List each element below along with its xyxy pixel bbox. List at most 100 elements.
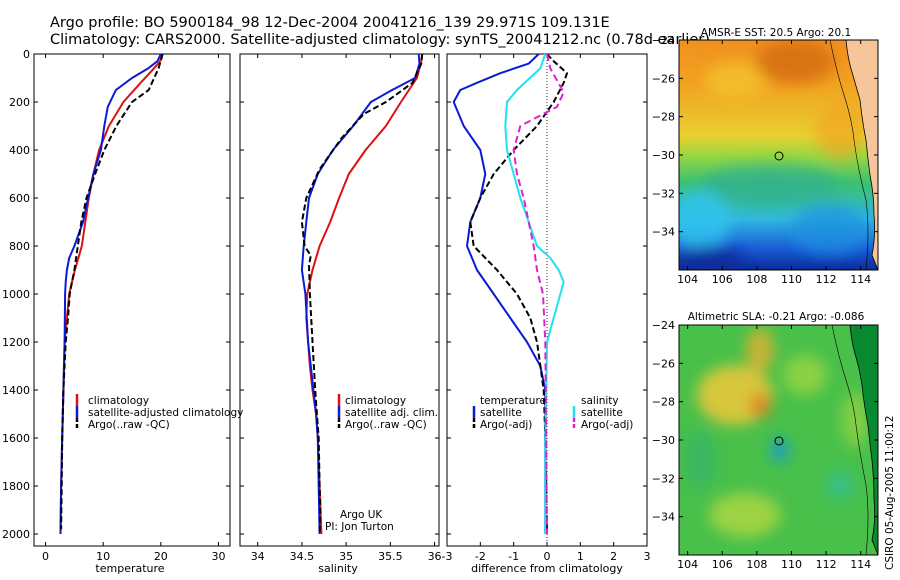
map-y-tick-label: −30 bbox=[652, 149, 675, 162]
x-tick-label: 36 bbox=[428, 550, 442, 563]
x-tick-label: 1 bbox=[577, 550, 584, 563]
y-tick-label: 0 bbox=[23, 48, 30, 61]
legend-label-satellite: satellite adj. clim. bbox=[345, 407, 438, 419]
legend-label-temp-satellite: satellite bbox=[480, 407, 522, 419]
sst-cool-patch bbox=[790, 205, 870, 255]
x-tick-label: 10 bbox=[96, 550, 110, 563]
x-tick-label: 34 bbox=[251, 550, 265, 563]
legend-label-satellite: satellite-adjusted climatology bbox=[88, 407, 243, 419]
map-y-tick-label: −28 bbox=[652, 396, 675, 409]
map-y-tick-label: −32 bbox=[652, 187, 675, 200]
series-line-argo-raw-qc bbox=[300, 53, 424, 532]
x-tick-label: 35.5 bbox=[378, 550, 403, 563]
temperature-panel-frame bbox=[33, 53, 231, 547]
map-x-tick-label: 104 bbox=[677, 273, 698, 286]
temperature-axis-label: temperature bbox=[95, 562, 164, 575]
map-x-tick-label: 112 bbox=[816, 273, 837, 286]
y-tick-label: 400 bbox=[9, 144, 30, 157]
y-tick-label: 200 bbox=[9, 96, 30, 109]
sst-argo-marker bbox=[774, 151, 784, 161]
sst-coastline bbox=[845, 40, 878, 270]
legend-label-sal-satellite: satellite bbox=[581, 407, 623, 419]
sst-map-axes: 104 106 108 110 112 114 −24 −26 −28 −30 −32 −34 bbox=[652, 34, 878, 286]
legend-label-sal-argo: Argo(-adj) bbox=[581, 419, 633, 431]
y-tick-label: 1000 bbox=[2, 288, 30, 301]
x-tick-label: 30 bbox=[211, 550, 225, 563]
map-x-tick-label: 106 bbox=[712, 558, 733, 571]
map-y-tick-label: −28 bbox=[652, 111, 675, 124]
x-tick-label: 3 bbox=[644, 550, 651, 563]
sst-cool-patch bbox=[679, 190, 730, 250]
map-y-tick-label: −26 bbox=[652, 72, 675, 85]
y-tick-label: 1800 bbox=[2, 480, 30, 493]
y-tick-label: 800 bbox=[9, 240, 30, 253]
sst-warm-patch bbox=[755, 40, 835, 84]
salinity-legend: climatology satellite adj. clim. Argo(..… bbox=[325, 394, 438, 533]
x-tick-label: -2 bbox=[475, 550, 486, 563]
map-x-tick-label: 112 bbox=[816, 558, 837, 571]
annotation-argo-uk: Argo UK bbox=[340, 509, 383, 521]
temperature-legend: climatology satellite-adjusted climatolo… bbox=[75, 394, 243, 431]
map-x-tick-label: 114 bbox=[850, 273, 871, 286]
map-x-tick-label: 108 bbox=[746, 558, 767, 571]
difference-axis-label: difference from climatology bbox=[471, 562, 623, 575]
map-y-tick-label: −34 bbox=[652, 226, 675, 239]
sst-warm-patch bbox=[816, 100, 864, 160]
map-y-tick-label: −24 bbox=[652, 34, 675, 47]
map-x-tick-label: 106 bbox=[712, 273, 733, 286]
x-tick-label: 35 bbox=[339, 550, 353, 563]
sla-contour bbox=[831, 325, 869, 555]
salinity-axis-label: salinity bbox=[318, 562, 358, 575]
series-line-temperature-satellite bbox=[452, 53, 547, 534]
x-tick-label: 34.5 bbox=[290, 550, 315, 563]
sla-low-patch bbox=[771, 438, 789, 462]
map-x-tick-label: 114 bbox=[850, 558, 871, 571]
sla-high-patch bbox=[783, 355, 827, 395]
map-y-tick-label: −24 bbox=[652, 319, 675, 332]
sla-high-patch bbox=[750, 393, 770, 417]
map-y-tick-label: −26 bbox=[652, 357, 675, 370]
sla-coastline bbox=[849, 325, 878, 555]
sla-high-patch bbox=[746, 328, 774, 372]
sst-cool-patch bbox=[700, 165, 840, 205]
annotation-pi: PI: Jon Turton bbox=[325, 521, 394, 533]
salinity-chart: 34 34.5 35 35.5 36 bbox=[240, 53, 442, 563]
sst-map-title: AMSR-E SST: 20.5 Argo: 20.1 bbox=[701, 27, 851, 39]
series-line-salinity-argo-adj bbox=[512, 53, 565, 535]
sst-map bbox=[679, 40, 878, 270]
series-line-temperature-argo-adj bbox=[469, 53, 568, 535]
legend-title-salinity: salinity bbox=[581, 395, 619, 407]
legend-title-temperature: temperature bbox=[480, 395, 546, 407]
legend-label-argo: Argo(..raw -QC) bbox=[88, 419, 170, 431]
y-tick-label: 600 bbox=[9, 192, 30, 205]
sla-map bbox=[679, 325, 878, 555]
map-x-tick-label: 108 bbox=[746, 273, 767, 286]
x-tick-label: 0 bbox=[42, 550, 49, 563]
sla-high-patch bbox=[709, 493, 781, 537]
salinity-panel-frame bbox=[239, 53, 440, 547]
x-tick-label: 2 bbox=[610, 550, 617, 563]
x-tick-label: 0 bbox=[544, 550, 551, 563]
sla-map-axes: 104 106 108 110 112 114 −24 −26 −28 −30 −32 −34 bbox=[652, 319, 878, 571]
sst-cold-patch bbox=[679, 246, 745, 270]
map-y-tick-label: −32 bbox=[652, 472, 675, 485]
y-tick-label: 2000 bbox=[2, 528, 30, 541]
sla-high-patch bbox=[841, 392, 869, 448]
sla-argo-marker bbox=[774, 436, 784, 446]
legend-label-argo: Argo(..raw -QC) bbox=[345, 419, 427, 431]
map-x-tick-label: 110 bbox=[781, 558, 802, 571]
legend-label-climatology: climatology bbox=[345, 395, 406, 407]
map-y-tick-label: −34 bbox=[652, 511, 675, 524]
sla-map-title: Altimetric SLA: -0.21 Argo: -0.086 bbox=[688, 311, 865, 323]
figure-title-line-2: Climatology: CARS2000. Satellite-adjuste… bbox=[50, 32, 710, 48]
sla-low-patch bbox=[826, 471, 854, 499]
difference-chart: -3 -2 -1 0 1 2 3 bbox=[442, 53, 651, 563]
figure-title-line-1: Argo profile: BO 5900184_98 12-Dec-2004 … bbox=[50, 15, 610, 31]
timestamp: CSIRO 05-Aug-2005 11:00:12 bbox=[884, 416, 896, 570]
y-tick-label: 1400 bbox=[2, 384, 30, 397]
y-tick-label: 1600 bbox=[2, 432, 30, 445]
map-y-tick-label: −30 bbox=[652, 434, 675, 447]
sst-contour bbox=[829, 40, 869, 270]
